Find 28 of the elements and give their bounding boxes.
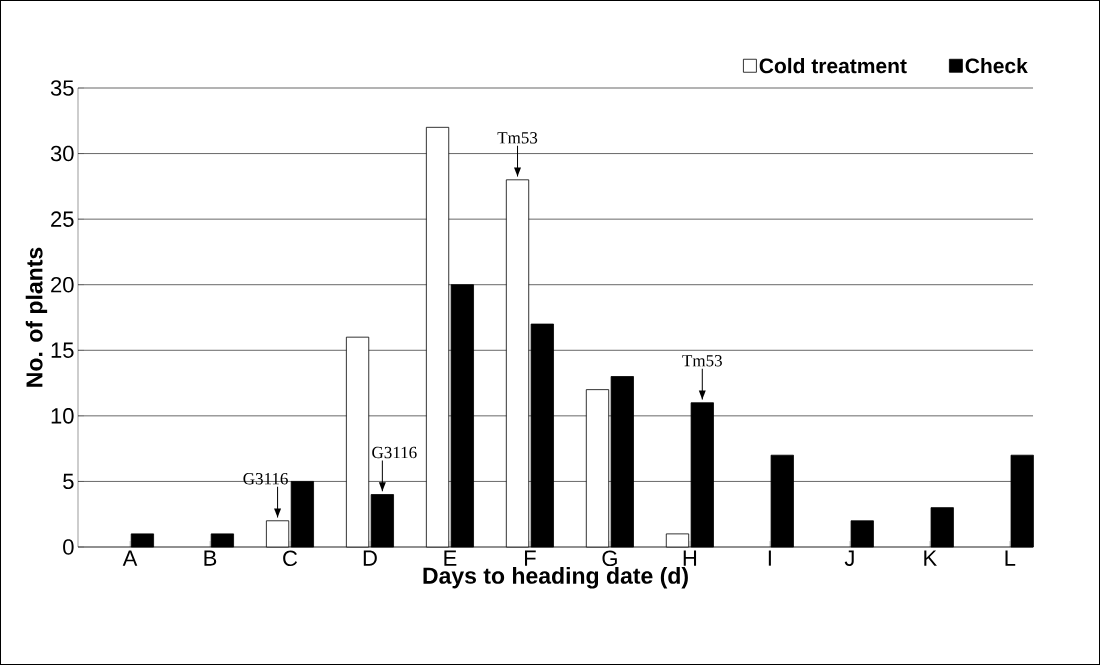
x-tick-label: H bbox=[683, 550, 697, 566]
annotation: G3116 bbox=[372, 446, 417, 459]
x-tick-label: I bbox=[768, 550, 771, 566]
annotation: Tm53 bbox=[497, 132, 538, 144]
x-axis-title: Days to heading date (d) bbox=[423, 566, 688, 589]
x-tick-label: L bbox=[1005, 550, 1016, 566]
y-tick-label: 5 bbox=[63, 473, 74, 490]
annotation: G3116 bbox=[243, 473, 288, 485]
y-tick-label: 35 bbox=[50, 80, 74, 96]
annotation: Tm53 bbox=[682, 355, 722, 367]
x-tick-label: D bbox=[363, 550, 377, 566]
y-tick-label: 0 bbox=[63, 539, 74, 555]
x-tick-label: G bbox=[602, 550, 617, 567]
y-tick-label: 20 bbox=[51, 276, 74, 293]
x-tick-label: B bbox=[204, 550, 217, 566]
x-tick-label: C bbox=[283, 550, 298, 567]
legend-label: Cold treatment bbox=[759, 57, 907, 74]
y-tick-label: 30 bbox=[50, 145, 74, 162]
x-tick-label: K bbox=[924, 550, 937, 566]
legend-label: Check bbox=[965, 57, 1028, 74]
y-axis-title: No. of plants bbox=[25, 247, 48, 387]
y-tick-label: 25 bbox=[51, 211, 74, 227]
y-tick-label: 10 bbox=[51, 408, 74, 424]
y-tick-label: 15 bbox=[51, 342, 74, 358]
x-tick-label: E bbox=[444, 550, 457, 566]
x-tick-label: J bbox=[844, 550, 854, 566]
x-tick-label: A bbox=[122, 550, 138, 566]
x-tick-label: F bbox=[525, 550, 536, 566]
